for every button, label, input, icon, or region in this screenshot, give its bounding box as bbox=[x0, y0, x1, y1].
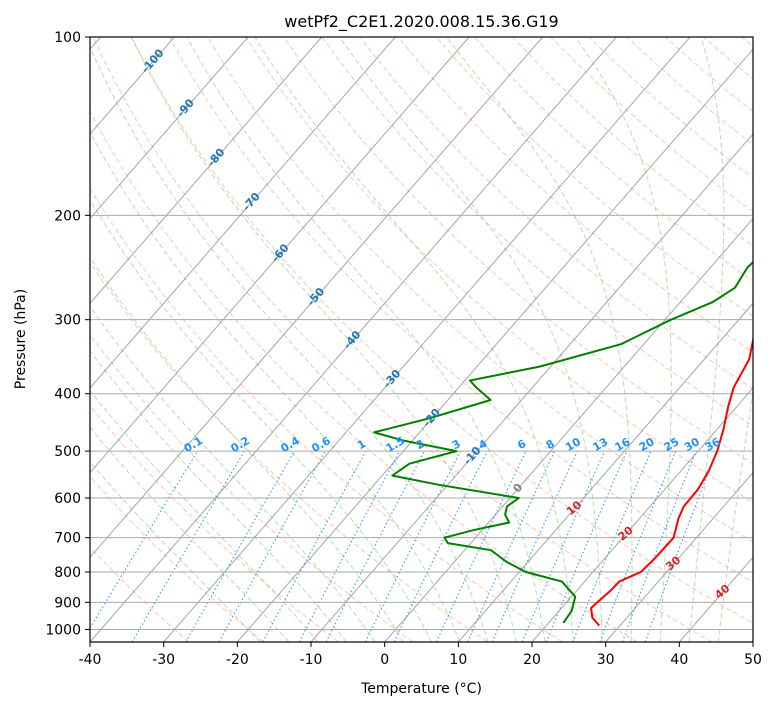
mixing-ratio-line bbox=[621, 450, 697, 642]
moist-adiabat-line bbox=[717, 388, 753, 642]
isotherm-line bbox=[90, 37, 323, 305]
dry-adiabat-line bbox=[436, 37, 753, 317]
x-axis-title: Temperature (°C) bbox=[360, 681, 482, 697]
dry-adiabat-line bbox=[245, 37, 753, 504]
dry-adiabat-line bbox=[90, 187, 563, 642]
x-tick-label: 0 bbox=[380, 652, 389, 668]
mixing-ratio-line bbox=[218, 450, 326, 642]
isotherm-line bbox=[90, 37, 470, 474]
y-tick-label: 600 bbox=[54, 491, 81, 507]
mixing-ratio-line bbox=[572, 450, 652, 642]
moist-adiabat-line bbox=[254, 37, 575, 642]
x-tick-label: 50 bbox=[744, 652, 762, 668]
y-tick-label: 1000 bbox=[45, 622, 81, 638]
isotherm-line bbox=[457, 302, 753, 642]
x-tick-label: -20 bbox=[226, 652, 249, 668]
isotherm-line bbox=[90, 37, 617, 642]
moist-adiabat-line bbox=[574, 37, 672, 642]
x-tick-label: 10 bbox=[449, 652, 467, 668]
isotherm-line bbox=[531, 387, 753, 642]
y-tick-label: 300 bbox=[54, 313, 81, 329]
isotherm-line bbox=[90, 37, 396, 389]
moist-adiabat-line bbox=[90, 389, 319, 642]
y-tick-label: 700 bbox=[54, 531, 81, 547]
x-tick-label: -10 bbox=[300, 652, 323, 668]
moist-adiabat-line bbox=[131, 37, 517, 642]
moist-adiabat-line bbox=[90, 461, 261, 642]
x-tick-label: 30 bbox=[597, 652, 615, 668]
mixing-ratio-line bbox=[521, 450, 606, 642]
dry-adiabat-line bbox=[92, 37, 712, 642]
mixing-ratio-line bbox=[545, 450, 628, 642]
isotherm-line bbox=[90, 37, 249, 220]
x-tick-label: -30 bbox=[152, 652, 175, 668]
y-tick-label: 400 bbox=[54, 387, 81, 403]
dry-adiabat-line bbox=[321, 37, 753, 427]
moist-adiabat-line bbox=[90, 426, 290, 642]
mixing-ratio-line bbox=[364, 450, 462, 642]
mixing-ratio-line bbox=[644, 450, 718, 642]
dewpoint-profile-line bbox=[373, 260, 753, 624]
y-tick-label: 100 bbox=[54, 30, 81, 46]
mixing-ratio-line bbox=[298, 450, 401, 642]
dry-adiabat-line bbox=[359, 37, 753, 390]
mixing-ratio-line bbox=[491, 450, 578, 642]
y-axis-title: Pressure (hPa) bbox=[13, 289, 29, 389]
x-tick-label: 20 bbox=[523, 652, 541, 668]
dry-adiabat-line bbox=[90, 261, 488, 642]
isotherm-line bbox=[384, 217, 753, 642]
moist-adiabat-line bbox=[186, 37, 546, 642]
moist-adiabat-line bbox=[90, 349, 347, 642]
moist-adiabat-line bbox=[90, 256, 404, 642]
isotherm-line bbox=[310, 133, 753, 642]
moist-adiabat-line bbox=[688, 37, 725, 642]
dry-adiabat-line bbox=[90, 475, 264, 642]
moist-adiabat-line bbox=[90, 305, 376, 642]
y-tick-label: 500 bbox=[54, 444, 81, 460]
moist-adiabat-line bbox=[445, 37, 633, 642]
isotherm-line bbox=[236, 48, 753, 642]
plot-frame bbox=[89, 36, 754, 643]
isotherm-line bbox=[90, 37, 544, 559]
dry-adiabat-line bbox=[168, 37, 753, 583]
chart-title: wetPf2_C2E1.2020.008.15.36.G19 bbox=[284, 12, 558, 32]
y-tick-label: 800 bbox=[54, 565, 81, 581]
x-tick-label: 40 bbox=[670, 652, 688, 668]
moist-adiabat-line bbox=[90, 45, 489, 642]
isotherm-line bbox=[605, 471, 753, 642]
y-tick-label: 200 bbox=[54, 208, 81, 224]
isotherm-line bbox=[163, 37, 691, 642]
temperature-profile-line bbox=[590, 335, 753, 627]
y-tick-label: 900 bbox=[54, 595, 81, 611]
mixing-ratio-line bbox=[90, 450, 199, 630]
dry-adiabat-line bbox=[90, 405, 339, 642]
mixing-ratio-line bbox=[599, 450, 677, 642]
x-tick-label: -40 bbox=[79, 652, 102, 668]
dry-adiabat-line bbox=[130, 37, 753, 624]
mixing-ratio-line bbox=[262, 450, 367, 642]
